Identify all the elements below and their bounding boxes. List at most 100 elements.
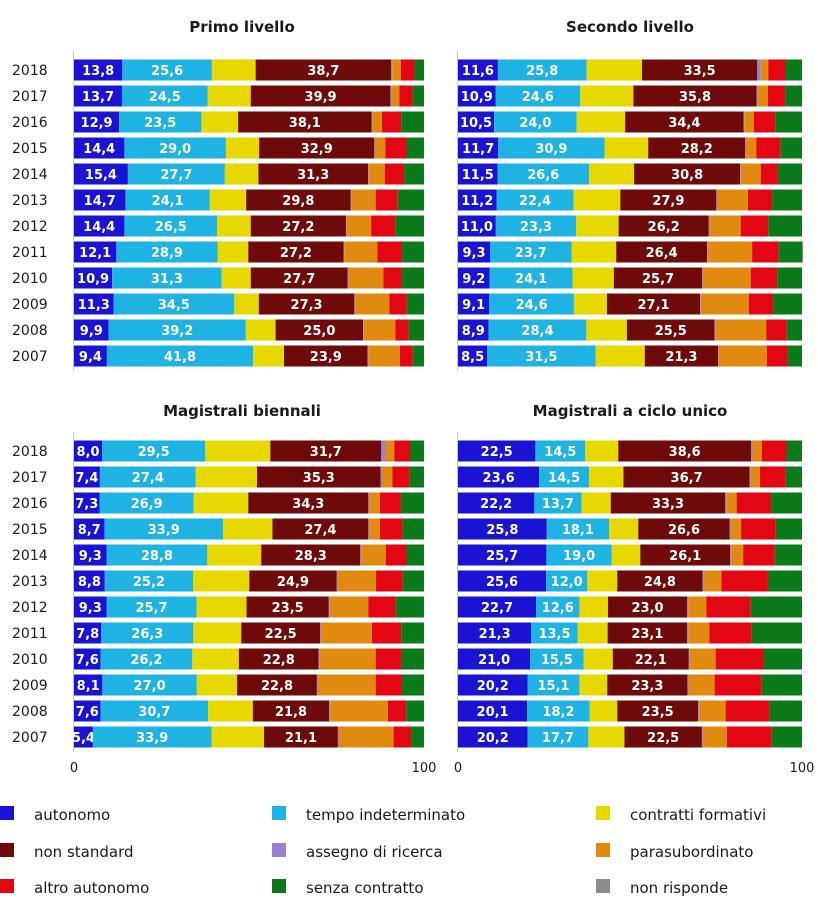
- data-label: 23,5: [642, 705, 674, 720]
- data-label: 26,1: [669, 549, 701, 564]
- bar-segment: [321, 622, 372, 644]
- bar-segment: [610, 492, 726, 514]
- bar-segment: [258, 163, 368, 185]
- data-label: 14,7: [84, 194, 116, 209]
- data-label: 38,6: [669, 445, 701, 460]
- bar-segment: [688, 622, 710, 644]
- bar-segment: [401, 648, 424, 670]
- bar-segment: [760, 59, 769, 81]
- data-label: 25,0: [303, 324, 335, 339]
- bar-segment: [205, 440, 271, 462]
- data-label: 13,7: [82, 90, 114, 105]
- bar-segment: [211, 59, 256, 81]
- data-label: 10,5: [460, 116, 492, 131]
- bar-segment: [393, 726, 412, 748]
- data-label: 31,3: [151, 272, 183, 287]
- bar-segment: [74, 241, 117, 263]
- bar-segment: [786, 319, 802, 341]
- data-label: 28,3: [295, 549, 327, 564]
- bar-segment: [392, 466, 410, 488]
- bar-segment: [638, 518, 730, 540]
- bar-segment: [458, 570, 547, 592]
- bar-segment: [74, 137, 125, 159]
- bar-segment: [375, 648, 402, 670]
- data-label: 27,3: [291, 298, 323, 313]
- legend-swatch: [0, 806, 14, 820]
- legend-swatch: [272, 843, 286, 857]
- data-label: 33,5: [684, 64, 716, 79]
- data-label: 27,7: [283, 272, 315, 287]
- data-label: 8,5: [461, 350, 484, 365]
- bar-segment: [618, 215, 709, 237]
- bar-segment: [209, 189, 247, 211]
- bar-segment: [316, 674, 318, 696]
- bar-segment: [99, 492, 194, 514]
- bar-segment: [709, 622, 752, 644]
- data-label: 7,3: [75, 497, 98, 512]
- data-label: 24,5: [149, 90, 181, 105]
- bar-segment: [700, 293, 750, 315]
- bar-segment: [487, 345, 596, 367]
- bar-segment: [626, 319, 715, 341]
- data-label: 15,5: [541, 653, 573, 668]
- legend-swatch: [596, 843, 610, 857]
- bar-segment: [113, 293, 235, 315]
- year-tick-label: 2009: [12, 297, 48, 313]
- bar-segment: [337, 570, 377, 592]
- bar-segment: [401, 622, 424, 644]
- bar-segment: [743, 111, 745, 133]
- bar-segment: [371, 215, 396, 237]
- bar-segment: [351, 189, 376, 211]
- bar-segment: [769, 700, 802, 722]
- bar-segment: [573, 293, 607, 315]
- bar-segment: [585, 440, 619, 462]
- bar-segment: [752, 440, 762, 462]
- bar-segment: [74, 440, 102, 462]
- data-label: 41,8: [164, 350, 196, 365]
- bar-segment: [778, 241, 803, 263]
- data-label: 25,8: [486, 523, 518, 538]
- bar-segment: [774, 544, 802, 566]
- panel-title: Magistrali biennali: [163, 402, 321, 420]
- bar-segment: [725, 492, 727, 514]
- bar-segment: [606, 293, 701, 315]
- bar-segment: [369, 492, 380, 514]
- x-tick-label: 0: [70, 761, 78, 776]
- data-label: 27,4: [132, 471, 164, 486]
- bar-segment: [237, 674, 317, 696]
- year-tick-label: 2008: [12, 323, 48, 339]
- data-label: 23,5: [272, 601, 304, 616]
- data-label: 29,0: [159, 142, 191, 157]
- data-label: 11,2: [461, 194, 493, 209]
- bar-segment: [706, 596, 751, 618]
- data-label: 25,6: [486, 575, 518, 590]
- data-label: 23,3: [520, 220, 552, 235]
- bar-segment: [412, 85, 424, 107]
- bar-segment: [688, 648, 690, 670]
- bar-segment: [488, 319, 587, 341]
- data-label: 14,4: [83, 220, 115, 235]
- legend-swatch: [596, 806, 610, 820]
- bar-segment: [718, 345, 767, 367]
- bar-segment: [401, 674, 424, 696]
- data-label: 26,3: [131, 627, 163, 642]
- legend-label: altro autonomo: [34, 879, 149, 897]
- bar-segment: [196, 674, 238, 696]
- bar-segment: [406, 700, 424, 722]
- data-label: 21,3: [479, 627, 511, 642]
- legend-label: parasubordinato: [630, 843, 753, 861]
- data-label: 25,8: [526, 64, 558, 79]
- bar-segment: [604, 137, 649, 159]
- bar-segment: [546, 570, 588, 592]
- data-label: 22,1: [635, 653, 667, 668]
- bar-segment: [395, 215, 424, 237]
- bar-segment: [211, 726, 265, 748]
- bar-segment: [344, 241, 378, 263]
- bar-segment: [249, 570, 337, 592]
- data-label: 32,9: [301, 142, 333, 157]
- bar-segment: [106, 544, 208, 566]
- bar-segment: [607, 674, 688, 696]
- legend-label: autonomo: [34, 806, 110, 824]
- bar-segment: [217, 215, 251, 237]
- bar-segment: [384, 163, 405, 185]
